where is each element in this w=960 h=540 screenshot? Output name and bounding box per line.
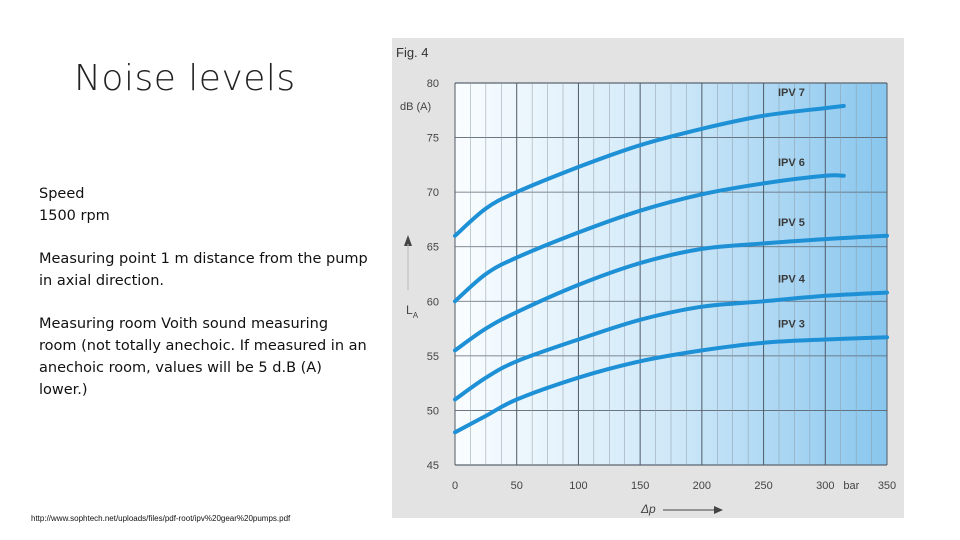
y-tick-label: 50	[427, 405, 439, 417]
series-label: IPV 6	[778, 157, 805, 169]
y-tick-label: 75	[427, 133, 439, 145]
x-tick-label: 100	[569, 480, 587, 492]
measuring-room-text: Measuring room Voith sound measuring roo…	[39, 313, 369, 401]
x-axis-arrow-icon	[714, 506, 723, 514]
series-label: IPV 4	[778, 274, 806, 286]
y-axis-arrow-icon	[404, 235, 412, 246]
measuring-room: Measuring room Voith sound measuring roo…	[39, 316, 367, 398]
y-unit: dB (A)	[400, 101, 431, 113]
series-line	[453, 290, 889, 402]
x-tick-label: 200	[693, 480, 711, 492]
y-tick-label: 45	[427, 460, 439, 472]
x-tick-label: 150	[631, 480, 649, 492]
y-tick-label: 70	[427, 187, 439, 199]
series-label: IPV 7	[778, 87, 805, 99]
series-line	[453, 173, 846, 304]
x-unit-label: bar	[843, 480, 859, 492]
x-tick-label: 50	[511, 480, 523, 492]
noise-chart: 45 50 55 60 65 70 75 80 0 50 100 150 200 250 300 bar 350…	[392, 38, 904, 518]
chart-svg: 45 50 55 60 65 70 75 80 0 50 100 150 200 250 300 bar 350…	[392, 38, 904, 518]
x-tick-label: 350	[878, 480, 896, 492]
series-line	[453, 103, 846, 238]
x-tick-label: 300	[816, 480, 834, 492]
slide-title: Noise levels	[74, 58, 296, 99]
measuring-point-text: Measuring point 1 m distance from the pu…	[39, 248, 369, 292]
y-tick-label: 55	[427, 351, 439, 363]
series-line	[453, 335, 889, 435]
source-url: http://www.sophtech.net/uploads/files/pd…	[31, 514, 291, 523]
series-lines	[453, 103, 889, 435]
y-tick-label: 80	[427, 78, 439, 90]
measuring-point: Measuring point 1 m distance from the pu…	[39, 251, 368, 289]
chart-labels: 45 50 55 60 65 70 75 80 0 50 100 150 200 250 300 bar 350…	[427, 78, 896, 492]
speed-text: Speed 1500 rpm	[39, 183, 369, 227]
x-tick-label: 250	[754, 480, 772, 492]
speed-label: Speed	[39, 186, 85, 202]
x-axis-label: Δp	[640, 502, 656, 516]
series-label: IPV 3	[778, 318, 805, 330]
x-tick-label: 0	[452, 480, 458, 492]
y-tick-label: 65	[427, 242, 439, 254]
figure-title: Fig. 4	[396, 45, 429, 60]
y-tick-label: 60	[427, 296, 439, 308]
speed-value: 1500 rpm	[39, 208, 110, 224]
series-label: IPV 5	[778, 217, 805, 229]
series-line	[453, 233, 889, 353]
